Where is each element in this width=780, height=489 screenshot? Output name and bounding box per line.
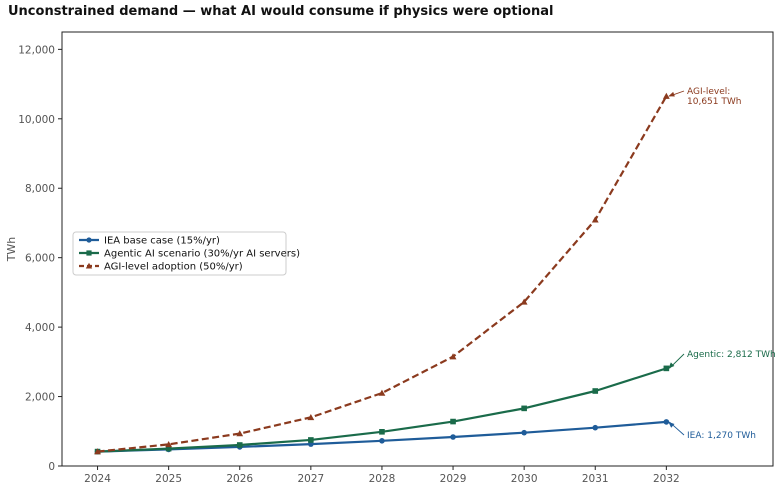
- y-axis-label: TWh: [5, 237, 18, 263]
- x-tick-label: 2025: [155, 473, 182, 485]
- y-tick-label: 8,000: [25, 183, 55, 195]
- data-point: [521, 405, 527, 412]
- data-point: [449, 353, 457, 360]
- x-tick-label: 2027: [297, 473, 324, 485]
- y-tick-label: 0: [48, 461, 55, 473]
- data-point: [591, 216, 599, 223]
- data-point: [378, 389, 386, 396]
- y-tick-label: 12,000: [18, 44, 55, 56]
- annotation-arrowhead: [668, 91, 675, 97]
- data-point: [308, 437, 314, 443]
- annotation-text: AGI-level:: [687, 87, 730, 97]
- x-tick-label: 2024: [84, 473, 111, 485]
- legend-item: IEA base case (15%/yr): [79, 236, 220, 247]
- legend-label: IEA base case (15%/yr): [104, 236, 220, 247]
- series-line: [97, 95, 668, 453]
- data-point: [86, 250, 92, 256]
- legend-label: AGI-level adoption (50%/yr): [104, 262, 243, 273]
- data-point: [236, 442, 243, 448]
- annotation: IEA: 1,270 TWh: [668, 421, 756, 441]
- annotation-text: Agentic: 2,812 TWh: [687, 350, 776, 360]
- data-point: [663, 365, 670, 372]
- y-tick-label: 4,000: [25, 322, 55, 334]
- y-tick-label: 2,000: [25, 392, 55, 404]
- annotation-arrowhead: [668, 362, 675, 369]
- data-point: [236, 430, 244, 437]
- data-point: [450, 418, 456, 425]
- annotation-text: 10,651 TWh: [687, 97, 741, 107]
- data-point: [85, 262, 93, 269]
- annotation-arrowhead: [668, 421, 675, 428]
- chart-title: Unconstrained demand — what AI would con…: [8, 4, 554, 19]
- legend-label: Agentic AI scenario (30%/yr AI servers): [104, 249, 300, 260]
- data-point: [662, 92, 670, 99]
- data-point: [592, 388, 599, 394]
- x-tick-label: 2030: [511, 473, 538, 485]
- data-point: [520, 298, 528, 305]
- data-point: [307, 413, 315, 421]
- x-tick-label: 2031: [582, 473, 609, 485]
- x-tick-label: 2028: [369, 473, 396, 485]
- data-point: [379, 429, 385, 435]
- data-point: [94, 448, 101, 455]
- data-point: [592, 424, 599, 431]
- data-point: [379, 437, 385, 444]
- x-tick-label: 2032: [653, 473, 680, 485]
- data-point: [86, 237, 92, 243]
- y-tick-label: 6,000: [25, 253, 55, 265]
- series: [94, 92, 670, 455]
- y-tick-label: 10,000: [18, 114, 55, 126]
- x-tick-label: 2026: [226, 473, 253, 485]
- annotation: AGI-level:10,651 TWh: [668, 87, 741, 107]
- data-point: [450, 434, 456, 440]
- legend-box: [72, 231, 287, 276]
- plot-frame: [61, 31, 774, 467]
- data-point: [165, 440, 173, 448]
- legend: IEA base case (15%/yr) Agentic AI scenari…: [72, 231, 300, 276]
- data-point: [521, 429, 527, 436]
- x-tick-label: 2029: [440, 473, 467, 485]
- series-group: [94, 92, 670, 455]
- annotation-text: IEA: 1,270 TWh: [687, 431, 756, 441]
- legend-item: AGI-level adoption (50%/yr): [79, 262, 243, 273]
- data-point: [663, 419, 670, 425]
- axes: 0 2,000 4,000 6,000 8,000 10,000 12,000 2024 202…: [5, 31, 774, 485]
- data-point: [165, 445, 172, 452]
- annotation: Agentic: 2,812 TWh: [668, 350, 776, 369]
- legend-item: Agentic AI scenario (30%/yr AI servers): [79, 249, 300, 260]
- annotations: AGI-level:10,651 TWh Agentic: 2,812 TWh IE…: [668, 87, 776, 441]
